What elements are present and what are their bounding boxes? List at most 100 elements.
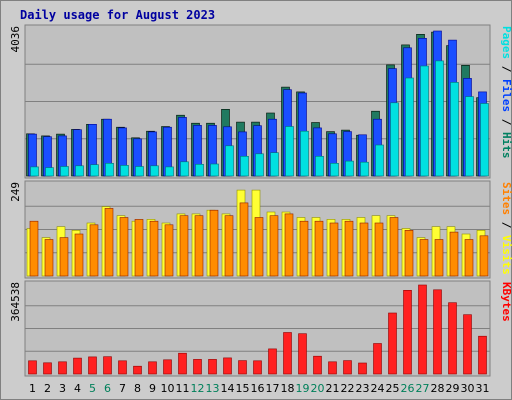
day-label: 10 — [161, 382, 175, 395]
day-label: 2 — [44, 382, 51, 395]
hits-bar-pages — [105, 163, 114, 177]
visits-bar-sites — [284, 213, 294, 277]
chart-title: Daily usage for August 2023 — [20, 8, 215, 22]
visits-max-label: 249 — [9, 182, 22, 202]
legend-entry: Hits — [500, 132, 512, 159]
hits-bar-pages — [120, 165, 129, 177]
hits-bar-pages — [315, 156, 324, 177]
kbytes-bar-kbytes — [463, 314, 472, 375]
hits-bar-pages — [90, 164, 99, 177]
kbytes-bar-kbytes — [133, 365, 142, 375]
kbytes-bar-kbytes — [238, 360, 247, 375]
legend-entry: / — [500, 215, 512, 235]
hits-bar-pages — [480, 103, 489, 177]
panels-layer: 4036 Pages / Files / Hits 249 Sites / Visit… — [9, 24, 512, 377]
kbytes-bar-kbytes — [163, 359, 172, 375]
visits-bar-sites — [419, 239, 429, 277]
hits-bar-pages — [165, 166, 174, 177]
hits-panel: 4036 Pages / Files / Hits — [9, 24, 512, 179]
day-label: 18 — [281, 382, 295, 395]
legend-entry: Files — [500, 79, 512, 112]
hits-bar-pages — [375, 144, 384, 177]
visits-bar-sites — [299, 220, 309, 277]
hits-bar-pages — [45, 167, 54, 177]
kbytes-bar-kbytes — [148, 361, 157, 375]
visits-bar-sites — [389, 217, 399, 277]
day-label: 11 — [176, 382, 190, 395]
kbytes-bar-kbytes — [373, 343, 382, 375]
hits-bar-pages — [150, 165, 159, 177]
visits-bar-sites — [194, 215, 204, 277]
visits-bar-sites — [479, 235, 489, 277]
day-label: 24 — [371, 382, 385, 395]
visits-bar-sites — [104, 208, 114, 277]
hits-bar-pages — [405, 77, 414, 177]
hits-bar-pages — [75, 165, 84, 177]
kbytes-bar-kbytes — [193, 359, 202, 375]
visits-bar-sites — [314, 220, 324, 277]
kbytes-bar-kbytes — [253, 360, 262, 375]
visits-bar-sites — [119, 217, 129, 277]
hits-bar-pages — [285, 126, 294, 177]
kbytes-legend: KBytes — [500, 282, 512, 322]
hits-legend: Pages / Files / Hits — [500, 26, 512, 159]
day-label: 31 — [476, 382, 490, 395]
hits-bar-pages — [60, 166, 69, 177]
visits-bar-sites — [224, 215, 234, 277]
kbytes-bar-kbytes — [388, 312, 397, 375]
visits-bar-sites — [374, 222, 384, 277]
day-label: 15 — [236, 382, 250, 395]
visits-bar-sites — [134, 219, 144, 277]
hits-bar-pages — [390, 102, 399, 177]
visits-bar-sites — [74, 233, 84, 277]
visits-bar-sites — [59, 237, 69, 277]
visits-bar-sites — [449, 231, 459, 277]
legend-entry: KBytes — [500, 282, 512, 322]
day-label: 22 — [341, 382, 355, 395]
day-label: 19 — [296, 382, 310, 395]
kbytes-bar-kbytes — [43, 362, 52, 375]
day-label: 21 — [326, 382, 340, 395]
hits-bar-pages — [465, 96, 474, 177]
visits-bar-sites — [254, 217, 264, 277]
day-label: 7 — [119, 382, 126, 395]
hits-bar-pages — [195, 164, 204, 177]
legend-entry: / — [500, 59, 512, 79]
kbytes-bar-kbytes — [448, 302, 457, 375]
visits-bar-sites — [269, 215, 279, 277]
day-label: 28 — [431, 382, 445, 395]
visits-panel: 249 Sites / Visits — [9, 180, 512, 279]
visits-bar-sites — [329, 222, 339, 277]
visits-bar-sites — [464, 239, 474, 277]
hits-bar-pages — [345, 160, 354, 177]
day-label: 5 — [89, 382, 96, 395]
day-label: 30 — [461, 382, 475, 395]
legend-entry: / — [500, 112, 512, 132]
hits-bar-pages — [330, 163, 339, 177]
day-label: 29 — [446, 382, 460, 395]
kbytes-bar-kbytes — [313, 355, 322, 375]
day-label: 14 — [221, 382, 235, 395]
kbytes-bar-kbytes — [358, 362, 367, 375]
kbytes-bar-kbytes — [178, 352, 187, 375]
kbytes-bar-kbytes — [268, 348, 277, 375]
hits-bar-pages — [225, 145, 234, 177]
visits-bar-sites — [359, 222, 369, 277]
kbytes-bar-kbytes — [88, 356, 97, 375]
visits-legend: Sites / Visits — [500, 182, 512, 275]
kbytes-panel: 364538 KBytes — [9, 280, 512, 377]
day-label: 13 — [206, 382, 220, 395]
hits-max-label: 4036 — [9, 26, 22, 53]
kbytes-bar-kbytes — [223, 357, 232, 375]
visits-bar-sites — [149, 220, 159, 277]
kbytes-bar-kbytes — [73, 357, 82, 375]
day-label: 6 — [104, 382, 111, 395]
kbytes-bar-kbytes — [58, 361, 67, 375]
visits-bar-sites — [239, 202, 249, 277]
hits-bar-pages — [180, 161, 189, 177]
hits-bar-pages — [300, 130, 309, 177]
day-label: 25 — [386, 382, 400, 395]
visits-bar-sites — [164, 224, 174, 277]
hits-bar-pages — [450, 82, 459, 177]
